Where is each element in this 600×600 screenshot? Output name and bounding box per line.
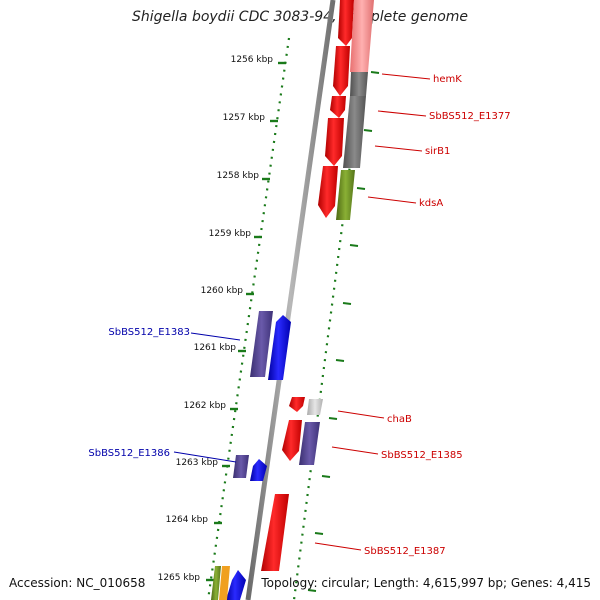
tick-label-1260: 1260 kbp [201,286,244,296]
cds-forward-hemK [333,46,350,96]
outer-ring [292,9,372,600]
cog-lightgray-chaB [307,399,323,415]
cds-forward-sirB1 [325,118,344,166]
cog-purple-e1385 [299,422,320,465]
map-title: Shigella boydii CDC 3083-94, complete ge… [131,9,469,25]
tick-label-1257: 1257 kbp [223,113,266,123]
cds-forward-e1385 [282,420,302,461]
cds-forward-e1377 [330,96,346,118]
gene-label-chaB: chaB [387,414,412,425]
forward-cds-lower [211,397,323,600]
tick-label-1261: 1261 kbp [194,343,237,353]
genome-backbone [245,0,336,600]
cog-gray-block-2 [350,72,368,96]
cds-reverse-e1386 [250,459,267,481]
tick-label-1262: 1262 kbp [184,401,227,411]
tick-label-1256: 1256 kbp [231,55,274,65]
gene-label-e1377: SbBS512_E1377 [429,111,511,122]
gene-label-e1387: SbBS512_E1387 [364,546,446,557]
cog-track [336,0,374,220]
gene-label-e1385: SbBS512_E1385 [381,450,463,461]
gene-label-e1386: SbBS512_E1386 [88,448,170,459]
cog-gray-block [343,96,366,168]
cog-pink-block [350,0,374,72]
tick-label-1264: 1264 kbp [166,515,209,525]
cds-forward-1 [338,0,354,46]
cds-forward-kdsA [318,166,338,218]
gene-label-e1383: SbBS512_E1383 [108,327,190,338]
tick-label-1263: 1263 kbp [176,458,219,468]
cds-forward-e1387 [261,494,289,571]
outer-ring-ticks [307,71,380,592]
genome-summary-text: Topology: circular; Length: 4,615,997 bp… [261,576,591,590]
cog-green-block [336,170,355,220]
gene-label-hemK: hemK [433,74,462,85]
tick-label-1259: 1259 kbp [209,229,252,239]
inner-ring-ticks [206,61,286,582]
cds-reverse-bottom [226,570,246,600]
reverse-cds-track [226,311,291,600]
gene-label-kdsA: kdsA [419,198,443,209]
tick-label-1265: 1265 kbp [158,573,201,583]
gene-label-sirB1: sirB1 [425,146,450,157]
cds-reverse-e1383 [268,315,291,380]
accession-text: Accession: NC_010658 [9,576,146,590]
gene-labels: hemK SbBS512_E1377 sirB1 kdsA SbBS512_E1… [88,74,510,557]
tick-label-1258: 1258 kbp [217,171,260,181]
cds-forward-chaB [289,397,305,412]
cog-orange-bottom [219,566,230,600]
cog-purple-e1383 [250,311,273,377]
inner-ring [206,37,291,600]
kbp-tick-labels: 1256 kbp 1257 kbp 1258 kbp 1259 kbp 1260… [158,55,274,583]
cog-purple-e1386 [233,455,249,478]
forward-cds-track [318,0,354,218]
label-leaders [173,73,431,551]
cog-green-bottom [211,566,221,600]
